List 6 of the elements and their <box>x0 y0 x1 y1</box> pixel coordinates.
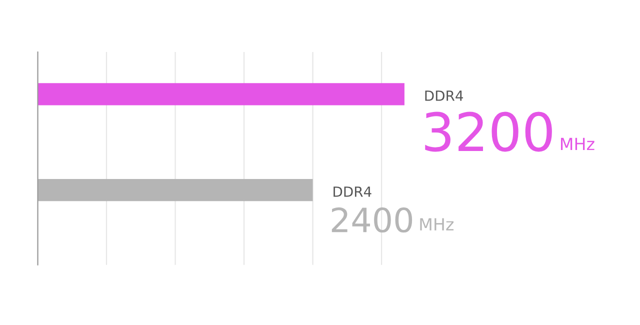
y-tick-label: DDR4 <box>425 90 463 101</box>
data-label: 3200 <box>425 112 552 152</box>
data-label: 2400 <box>332 207 412 233</box>
y-tick-label: DDR4 <box>334 186 372 197</box>
x-axis-title: MHz <box>420 218 454 230</box>
text: MHz <box>561 138 594 150</box>
